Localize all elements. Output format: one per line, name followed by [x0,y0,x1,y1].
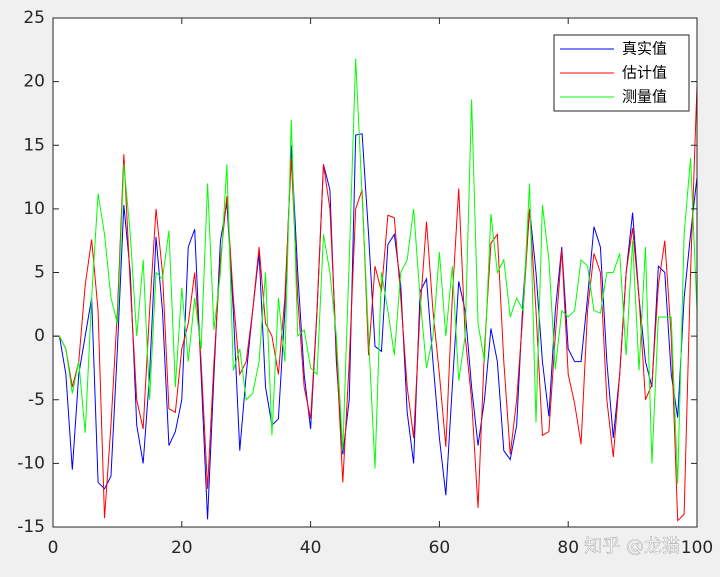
watermark: 知乎 @龙猫 [584,536,680,557]
y-tick-label: 20 [23,72,45,92]
x-tick-label: 60 [429,538,451,558]
y-tick-label: -5 [28,390,45,410]
x-tick-label: 20 [171,538,193,558]
y-tick-label: 0 [34,326,45,346]
y-tick-label: -10 [17,453,45,473]
y-tick-label: -15 [17,517,45,537]
legend-label: 估计值 [622,64,667,82]
data-line [53,58,698,484]
x-tick-label: 100 [681,538,713,558]
x-tick-label: 40 [300,538,322,558]
x-tick-label: 0 [48,538,59,558]
y-tick-label: 15 [23,135,45,155]
data-line [53,85,698,522]
y-tick-label: 25 [23,8,45,28]
y-tick-label: 10 [23,199,45,219]
y-tick-label: 5 [34,263,45,283]
data-line [53,133,698,520]
x-tick-label: 80 [557,538,579,558]
legend-label: 测量值 [622,88,667,106]
legend-label: 真实值 [622,40,667,58]
